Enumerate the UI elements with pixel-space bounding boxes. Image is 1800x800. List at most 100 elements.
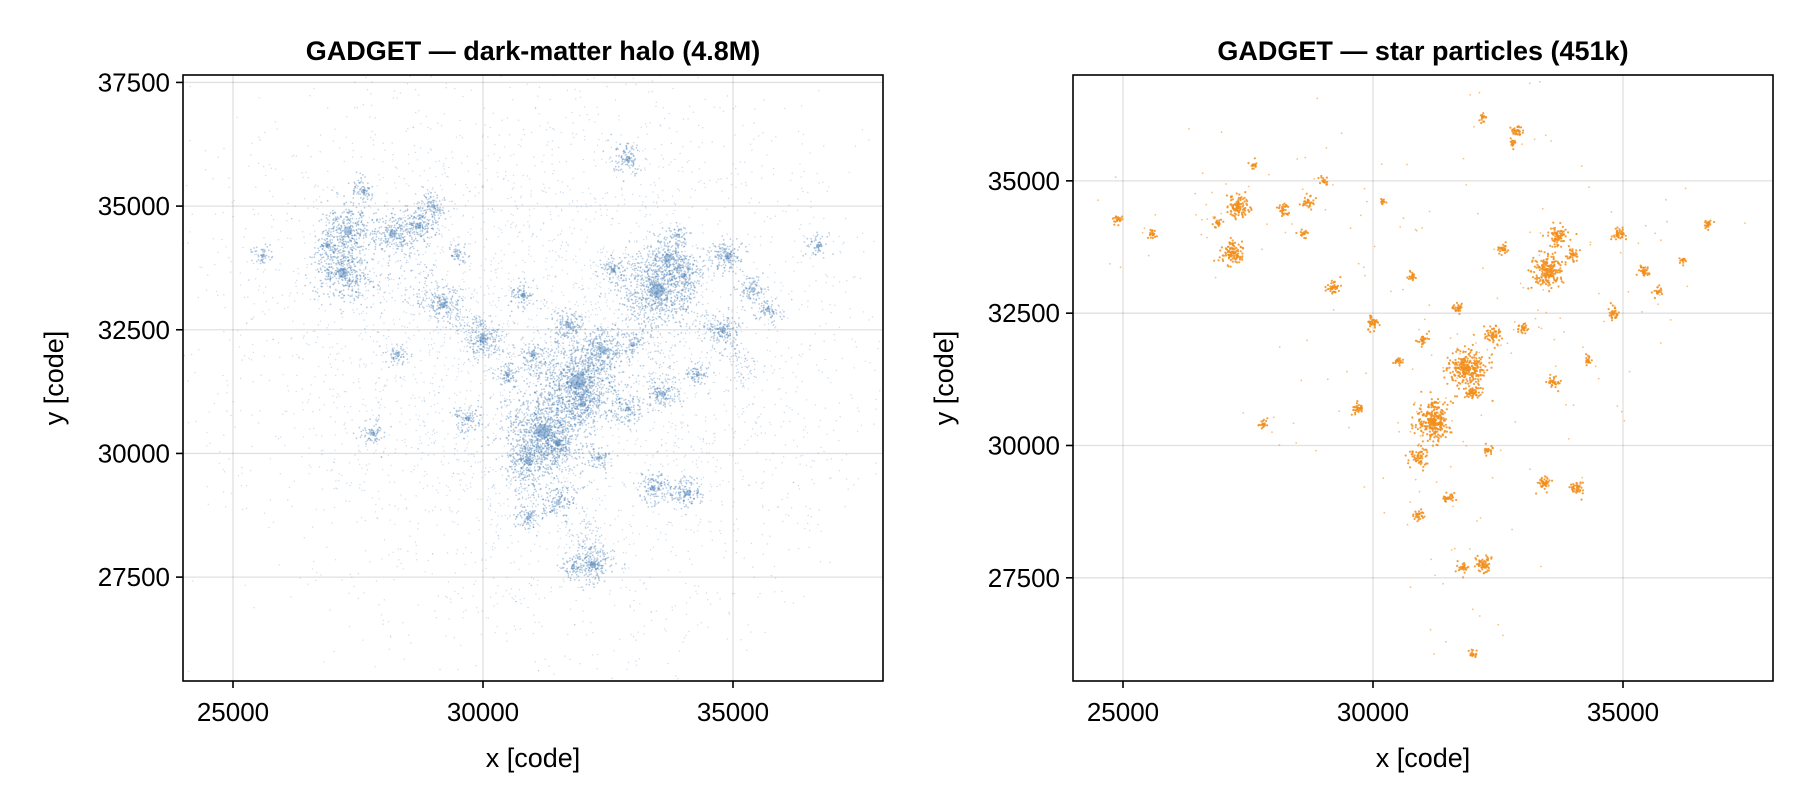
halo-particle (545, 261, 547, 263)
halo-particle (498, 492, 501, 495)
halo-particle (620, 330, 623, 332)
halo-particle (636, 240, 638, 242)
subhalo-particle (532, 426, 534, 429)
halo-particle (557, 234, 559, 236)
halo-particle (524, 307, 526, 309)
halo-particle (807, 306, 809, 308)
halo-particle (744, 365, 746, 367)
halo-particle (780, 398, 782, 400)
halo-particle (358, 364, 361, 366)
subhalo-particle (530, 442, 532, 444)
halo-particle (481, 773, 482, 774)
halo-particle (476, 9, 477, 10)
halo-particle (539, 545, 541, 548)
halo-particle (605, 343, 608, 345)
halo-particle (766, 543, 768, 545)
halo-particle (427, 199, 429, 201)
halo-particle (798, 354, 800, 356)
halo-particle (660, 401, 663, 403)
halo-particle (334, 321, 336, 323)
halo-particle (746, 649, 748, 651)
halo-particle (430, 268, 433, 271)
halo-particle (241, 359, 243, 361)
halo-particle (560, 131, 562, 134)
halo-particle (791, 409, 793, 411)
halo-particle (661, 336, 663, 338)
halo-particle (369, 242, 372, 244)
halo-particle (442, 420, 444, 422)
halo-particle (451, 151, 453, 153)
halo-particle (751, 149, 753, 151)
halo-particle (507, 323, 509, 325)
halo-particle (393, 579, 395, 581)
halo-particle (628, 142, 630, 145)
halo-particle (601, 426, 604, 428)
halo-particle (753, 576, 755, 578)
halo-particle (531, 577, 533, 579)
halo-particle (685, 309, 687, 312)
halo-particle (310, 466, 312, 468)
halo-particle (528, 373, 531, 375)
halo-particle (899, 354, 900, 355)
halo-particle (25, 247, 26, 248)
halo-particle (491, 518, 493, 521)
subhalo-particle (531, 439, 534, 442)
halo-particle (755, 332, 757, 335)
halo-particle (456, 770, 457, 771)
halo-particle (572, 122, 574, 124)
halo-particle (737, 356, 740, 358)
halo-particle (372, 139, 374, 141)
halo-particle (344, 406, 346, 408)
halo-particle (530, 319, 533, 321)
subhalo-particle (566, 427, 569, 430)
subhalo-particle (540, 463, 543, 466)
subhalo-particle (542, 401, 545, 404)
subhalo-particle (509, 420, 512, 423)
halo-particle (583, 431, 585, 434)
halo-particle (453, 453, 456, 456)
halo-particle (558, 349, 560, 352)
halo-particle (567, 532, 569, 534)
halo-particle (626, 384, 629, 387)
halo-particle (510, 562, 512, 564)
subhalo-particle (537, 421, 540, 424)
halo-particle (669, 227, 671, 229)
halo-particle (443, 163, 445, 165)
halo-particle (379, 179, 381, 181)
halo-particle (533, 614, 535, 616)
halo-particle (538, 113, 540, 115)
halo-particle (557, 318, 559, 320)
halo-particle (897, 641, 898, 642)
halo-particle (663, 200, 665, 202)
halo-particle (512, 99, 514, 101)
halo-particle (327, 277, 329, 279)
halo-particle (428, 351, 430, 354)
halo-particle (654, 350, 656, 353)
halo-particle (781, 309, 784, 311)
halo-particle (725, 410, 727, 412)
halo-particle (803, 436, 805, 438)
halo-particle (657, 395, 659, 398)
halo-particle (823, 450, 825, 453)
halo-particle (333, 461, 336, 463)
halo-particle (612, 450, 614, 452)
halo-particle (470, 228, 472, 230)
halo-particle (464, 297, 466, 299)
halo-particle (470, 405, 473, 407)
halo-particle (688, 630, 690, 633)
halo-particle (654, 148, 656, 150)
halo-particle (673, 441, 675, 444)
halo-particle (625, 256, 627, 259)
halo-particle (584, 295, 586, 298)
halo-particle (454, 448, 456, 450)
halo-particle (509, 86, 511, 89)
halo-particle (540, 451, 542, 453)
halo-particle (458, 429, 461, 431)
halo-particle (307, 401, 309, 404)
halo-particle (440, 509, 442, 511)
halo-particle (477, 461, 479, 463)
subhalo-particle (555, 379, 558, 382)
halo-particle (566, 551, 568, 554)
halo-particle (618, 328, 620, 330)
halo-particle (886, 446, 887, 447)
